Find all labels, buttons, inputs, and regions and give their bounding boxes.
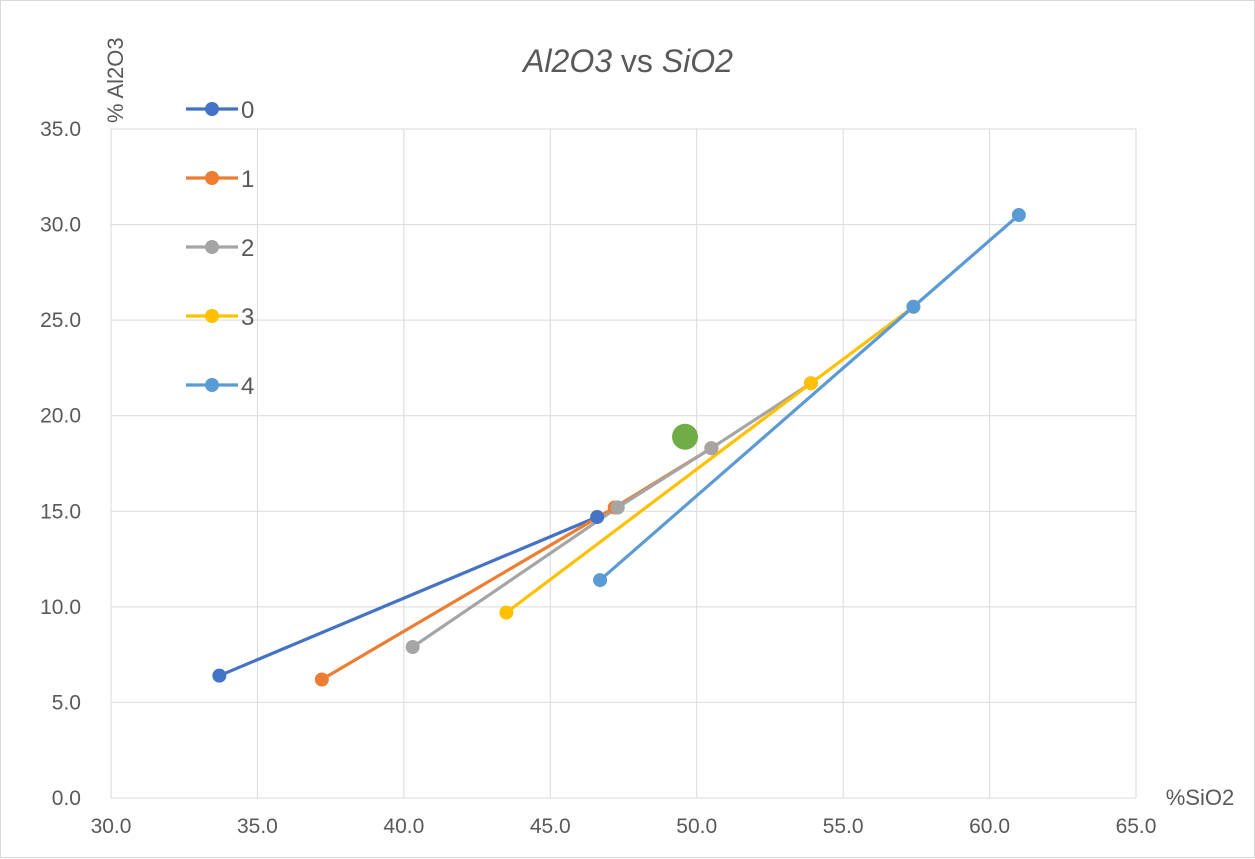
legend-item-4: 4 — [186, 373, 254, 400]
legend-label: 2 — [241, 235, 254, 262]
y-tick-label: 25.0 — [40, 309, 81, 332]
y-tick-label: 35.0 — [40, 118, 81, 141]
legend-label: 4 — [241, 373, 254, 400]
data-point-2 — [704, 441, 719, 456]
legend-label: 1 — [241, 166, 254, 193]
x-tick-label: 50.0 — [676, 815, 717, 838]
data-point-4 — [1011, 208, 1026, 223]
legend-item-2: 2 — [186, 235, 254, 262]
series-line-4 — [599, 213, 1020, 582]
x-tick-label: 30.0 — [91, 815, 132, 838]
y-tick-label: 20.0 — [40, 405, 81, 428]
legend-swatch-marker — [205, 240, 219, 254]
x-tick-label: 55.0 — [823, 815, 864, 838]
data-point-0 — [590, 510, 605, 525]
data-point-4 — [906, 299, 921, 314]
legend-item-3: 3 — [186, 304, 254, 331]
data-point-1 — [314, 672, 329, 687]
chart-title: Al2O3 vs SiO2 — [521, 43, 733, 79]
series-layer — [212, 208, 1026, 687]
x-tick-label: 60.0 — [969, 815, 1010, 838]
legend-swatch-marker — [205, 171, 219, 185]
legend-item-0: 0 — [186, 97, 254, 124]
y-tick-label: 10.0 — [40, 596, 81, 619]
data-point-0 — [212, 668, 227, 683]
x-tick-label: 35.0 — [237, 815, 278, 838]
grid — [110, 128, 1137, 799]
x-tick-label: 45.0 — [530, 815, 571, 838]
x-tick-label: 65.0 — [1116, 815, 1157, 838]
title-part-1: Al2O3 — [521, 43, 612, 79]
data-point-2 — [405, 639, 420, 654]
x-axis-title: %SiO2 — [1166, 785, 1234, 810]
series-line-3 — [505, 305, 915, 614]
legend-swatch-marker — [205, 309, 219, 323]
legend: 0 1 2 3 4 — [186, 97, 254, 400]
legend-swatch-marker — [205, 378, 219, 392]
legend-swatch-marker — [205, 102, 219, 116]
x-tick-label: 40.0 — [383, 815, 424, 838]
legend-item-1: 1 — [186, 166, 254, 193]
title-part-2: vs — [612, 43, 662, 79]
ticks: 30.0 35.0 40.0 45.0 50.0 55.0 60.0 65.0 0.0 5.0 10… — [40, 118, 1156, 838]
data-point-3 — [499, 605, 514, 620]
y-tick-label: 5.0 — [52, 691, 81, 714]
legend-label: 3 — [241, 304, 254, 331]
series-line-1 — [321, 446, 713, 681]
data-point-3 — [803, 376, 818, 391]
y-axis-title: % Al2O3 — [103, 37, 128, 123]
y-tick-label: 0.0 — [52, 787, 81, 810]
series-line-2 — [411, 381, 812, 649]
data-point-2 — [610, 500, 625, 515]
legend-label: 0 — [241, 97, 254, 124]
highlight-point — [672, 423, 698, 450]
title-part-3: SiO2 — [662, 43, 733, 79]
y-tick-label: 15.0 — [40, 500, 81, 523]
y-tick-label: 30.0 — [40, 214, 81, 237]
data-point-4 — [593, 573, 608, 588]
